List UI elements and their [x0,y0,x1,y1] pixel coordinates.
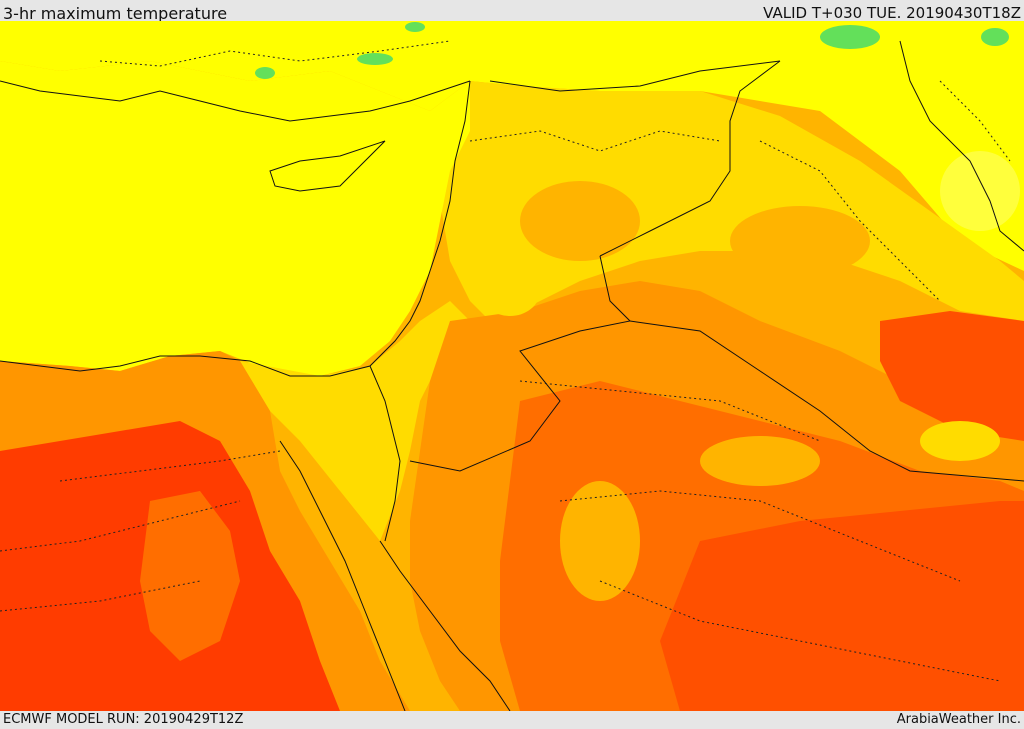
field-amber-redsea [280,441,460,711]
patch-green-1 [357,53,393,65]
national-borders [369,60,1024,482]
coastline-gulf-aqaba [384,460,401,542]
field-red-iraq [880,311,1024,441]
coastline-turkey [0,80,471,122]
boundary-iraq-1 [759,140,941,302]
border-jordan-saudi [409,255,632,472]
field-gold-sinai [240,301,470,541]
map-title: 3-hr maximum temperature [3,4,228,23]
temperature-map[interactable] [0,21,1024,711]
boundary-iran [939,80,1011,162]
border-saudi-iraq [629,320,1024,482]
coastline-cyprus [269,140,386,192]
header-bar: 3-hr maximum temperature VALID T+030 TUE… [0,0,1024,23]
patch-gold-1 [480,266,540,316]
coastline-persian-gulf [899,40,1024,252]
patch-amber-2 [700,436,820,486]
border-egypt-israel [369,365,401,462]
border-syria-iraq [489,60,781,92]
patch-amber-4 [520,181,640,261]
coastline-redsea-west [279,440,406,711]
patch-amber-5 [730,206,870,276]
coastlines [0,40,1024,711]
field-yellow-north [0,21,1024,271]
field-redorange-east [660,501,1024,711]
patch-green-4 [981,28,1009,46]
footer-bar: ECMWF MODEL RUN: 20190429T12Z ArabiaWeat… [0,711,1024,729]
credit-label: ArabiaWeather Inc. [896,712,1021,727]
patch-green-3 [820,25,880,49]
patch-green-5 [405,22,425,32]
patch-lightyellow-1 [940,151,1020,231]
model-run-label: ECMWF MODEL RUN: 20190429T12Z [3,712,244,727]
boundary-egypt-1 [0,500,241,552]
field-darkorange-egypt [140,491,240,661]
boundary-saudi-3 [599,580,1001,682]
boundary-saudi-1 [519,380,821,442]
patch-green-2 [255,67,275,79]
region-boundaries [0,40,1011,682]
boundary-egypt-2 [0,580,201,612]
valid-time-label: VALID T+030 TUE. 20190430T18Z [763,4,1021,22]
field-gold-levant [440,81,1024,321]
boundary-saudi-2 [559,490,961,582]
border-iraq-jordan [599,60,781,257]
coastline-redsea-east [379,540,511,711]
boundary-turkey-1 [99,40,451,67]
field-yellow-mediterranean [0,61,470,376]
patch-amber-1 [560,481,640,601]
boundary-egypt-3 [59,450,281,482]
patch-amber-3 [920,421,1000,461]
